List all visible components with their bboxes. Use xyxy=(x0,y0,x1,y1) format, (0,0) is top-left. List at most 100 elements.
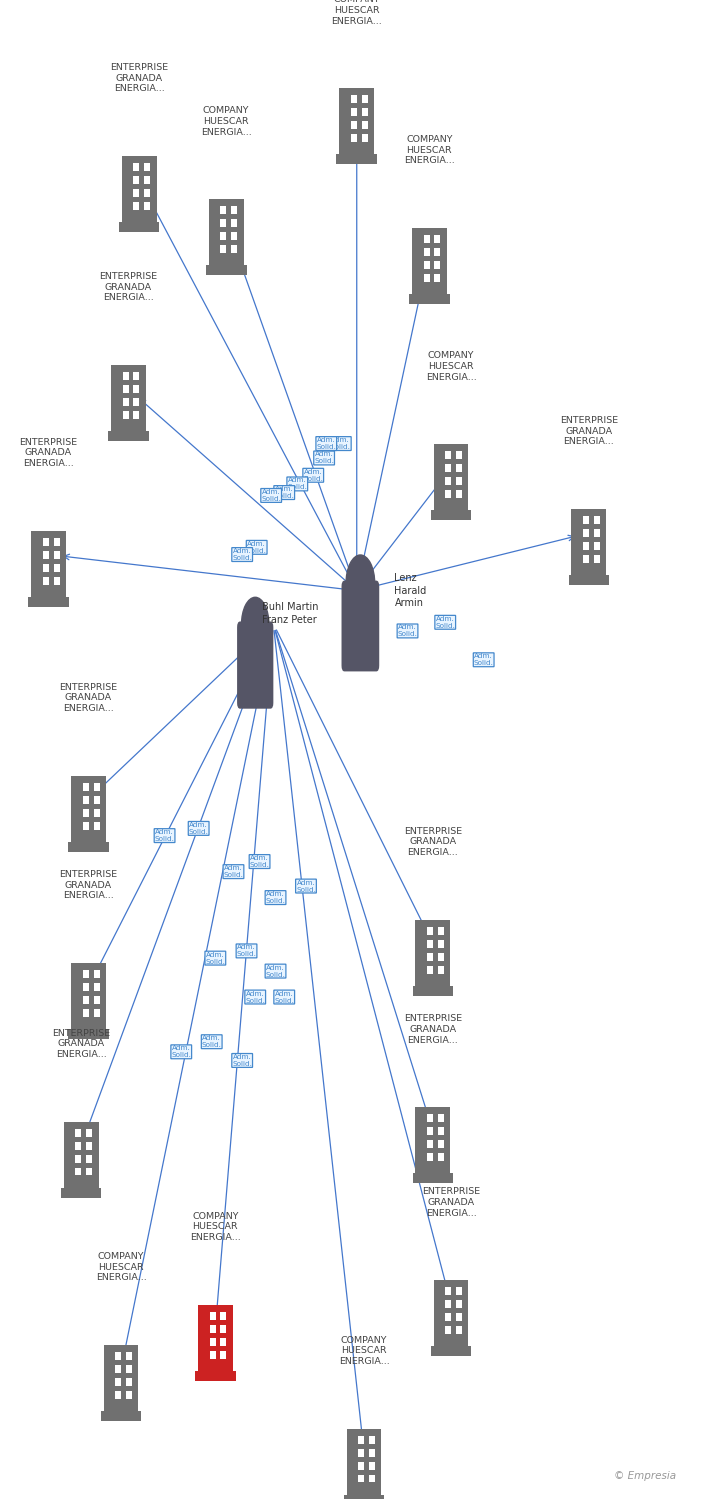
FancyBboxPatch shape xyxy=(583,542,589,550)
FancyBboxPatch shape xyxy=(424,236,430,243)
FancyBboxPatch shape xyxy=(569,574,609,585)
FancyBboxPatch shape xyxy=(195,1371,236,1382)
FancyBboxPatch shape xyxy=(456,477,462,484)
FancyBboxPatch shape xyxy=(438,952,444,960)
FancyBboxPatch shape xyxy=(221,246,226,254)
FancyBboxPatch shape xyxy=(351,108,357,116)
Text: ENTERPRISE
GRANADA
ENERGIA...: ENTERPRISE GRANADA ENERGIA... xyxy=(560,416,618,447)
FancyBboxPatch shape xyxy=(61,1188,101,1197)
FancyBboxPatch shape xyxy=(434,1281,468,1347)
Text: Adm.
Solid.: Adm. Solid. xyxy=(250,855,269,868)
FancyBboxPatch shape xyxy=(358,1436,364,1443)
FancyBboxPatch shape xyxy=(434,444,468,512)
Text: Adm.
Solid.: Adm. Solid. xyxy=(171,1046,191,1059)
FancyBboxPatch shape xyxy=(358,1449,364,1456)
Text: ENTERPRISE
GRANADA
ENERGIA...: ENTERPRISE GRANADA ENERGIA... xyxy=(422,1186,480,1218)
FancyBboxPatch shape xyxy=(424,248,430,256)
FancyBboxPatch shape xyxy=(232,219,237,226)
FancyBboxPatch shape xyxy=(446,452,451,459)
FancyBboxPatch shape xyxy=(87,1130,92,1137)
Text: Adm.
Solid.: Adm. Solid. xyxy=(474,654,494,666)
Text: COMPANY
HUESCAR
ENERGIA...: COMPANY HUESCAR ENERGIA... xyxy=(404,135,455,165)
FancyBboxPatch shape xyxy=(339,88,374,156)
FancyBboxPatch shape xyxy=(438,1114,444,1122)
FancyBboxPatch shape xyxy=(594,516,600,524)
Text: Adm.
Solid.: Adm. Solid. xyxy=(232,1054,252,1066)
FancyBboxPatch shape xyxy=(424,261,430,268)
Text: ENTERPRISE
GRANADA
ENERGIA...: ENTERPRISE GRANADA ENERGIA... xyxy=(60,682,117,712)
FancyBboxPatch shape xyxy=(119,222,159,232)
FancyBboxPatch shape xyxy=(122,372,129,380)
FancyBboxPatch shape xyxy=(438,927,444,934)
Text: Adm.
Solid.: Adm. Solid. xyxy=(274,486,294,500)
Text: COMPANY
HUESCAR
ENERGIA...: COMPANY HUESCAR ENERGIA... xyxy=(190,1212,241,1242)
Text: COMPANY
HUESCAR
ENERGIA...: COMPANY HUESCAR ENERGIA... xyxy=(331,0,382,26)
FancyBboxPatch shape xyxy=(427,1128,433,1136)
FancyBboxPatch shape xyxy=(435,236,440,243)
FancyBboxPatch shape xyxy=(369,1449,375,1456)
Text: Adm.
Solid.: Adm. Solid. xyxy=(304,470,323,482)
FancyBboxPatch shape xyxy=(362,108,368,116)
FancyBboxPatch shape xyxy=(122,156,157,224)
FancyBboxPatch shape xyxy=(133,176,140,184)
FancyBboxPatch shape xyxy=(221,1312,226,1320)
FancyBboxPatch shape xyxy=(115,1365,122,1372)
Text: Adm.
Solid.: Adm. Solid. xyxy=(296,879,316,892)
FancyBboxPatch shape xyxy=(133,398,140,406)
FancyBboxPatch shape xyxy=(126,1390,132,1400)
FancyBboxPatch shape xyxy=(446,477,451,484)
FancyBboxPatch shape xyxy=(126,1352,132,1360)
FancyBboxPatch shape xyxy=(347,1428,381,1496)
Text: Adm.
Solid.: Adm. Solid. xyxy=(288,477,307,490)
FancyBboxPatch shape xyxy=(133,202,140,210)
FancyBboxPatch shape xyxy=(456,465,462,472)
Text: ENTERPRISE
GRANADA
ENERGIA...: ENTERPRISE GRANADA ENERGIA... xyxy=(110,63,168,93)
FancyBboxPatch shape xyxy=(43,578,49,585)
FancyBboxPatch shape xyxy=(369,1474,375,1482)
FancyBboxPatch shape xyxy=(446,1314,451,1322)
FancyBboxPatch shape xyxy=(133,189,140,196)
FancyBboxPatch shape xyxy=(87,1155,92,1162)
FancyBboxPatch shape xyxy=(64,1122,98,1190)
FancyBboxPatch shape xyxy=(144,176,150,184)
Text: Adm.
Solid.: Adm. Solid. xyxy=(317,436,336,450)
FancyBboxPatch shape xyxy=(424,274,430,282)
FancyBboxPatch shape xyxy=(446,465,451,472)
FancyBboxPatch shape xyxy=(133,411,140,419)
FancyBboxPatch shape xyxy=(54,578,60,585)
FancyBboxPatch shape xyxy=(133,372,140,380)
FancyBboxPatch shape xyxy=(427,940,433,948)
Text: Adm.
Solid.: Adm. Solid. xyxy=(274,990,294,1004)
FancyBboxPatch shape xyxy=(206,266,247,276)
FancyBboxPatch shape xyxy=(416,1107,451,1174)
Text: ENTERPRISE
GRANADA
ENERGIA...: ENTERPRISE GRANADA ENERGIA... xyxy=(60,870,117,900)
FancyBboxPatch shape xyxy=(341,580,379,672)
FancyBboxPatch shape xyxy=(427,1140,433,1148)
Text: Adm.
Solid.: Adm. Solid. xyxy=(154,830,175,842)
FancyBboxPatch shape xyxy=(336,154,377,165)
FancyBboxPatch shape xyxy=(122,386,129,393)
FancyBboxPatch shape xyxy=(115,1390,122,1400)
FancyBboxPatch shape xyxy=(427,927,433,934)
FancyBboxPatch shape xyxy=(83,783,89,790)
Text: ENTERPRISE
GRANADA
ENERGIA...: ENTERPRISE GRANADA ENERGIA... xyxy=(404,827,462,856)
Text: Adm.
Solid.: Adm. Solid. xyxy=(205,951,225,964)
Text: Adm.
Solid.: Adm. Solid. xyxy=(247,542,266,554)
FancyBboxPatch shape xyxy=(438,1128,444,1136)
FancyBboxPatch shape xyxy=(351,135,357,142)
FancyBboxPatch shape xyxy=(83,1010,89,1017)
FancyBboxPatch shape xyxy=(210,1312,215,1320)
FancyBboxPatch shape xyxy=(456,490,462,498)
FancyBboxPatch shape xyxy=(362,135,368,142)
FancyBboxPatch shape xyxy=(351,122,357,129)
FancyBboxPatch shape xyxy=(413,986,454,996)
FancyBboxPatch shape xyxy=(43,564,49,572)
Text: Buhl Martin
Franz Peter: Buhl Martin Franz Peter xyxy=(263,602,319,624)
FancyBboxPatch shape xyxy=(431,510,471,520)
Text: Adm.
Solid.: Adm. Solid. xyxy=(237,945,256,957)
FancyBboxPatch shape xyxy=(438,966,444,974)
Text: Adm.
Solid.: Adm. Solid. xyxy=(397,624,417,638)
FancyBboxPatch shape xyxy=(427,1154,433,1161)
FancyBboxPatch shape xyxy=(427,952,433,960)
FancyBboxPatch shape xyxy=(83,796,89,804)
